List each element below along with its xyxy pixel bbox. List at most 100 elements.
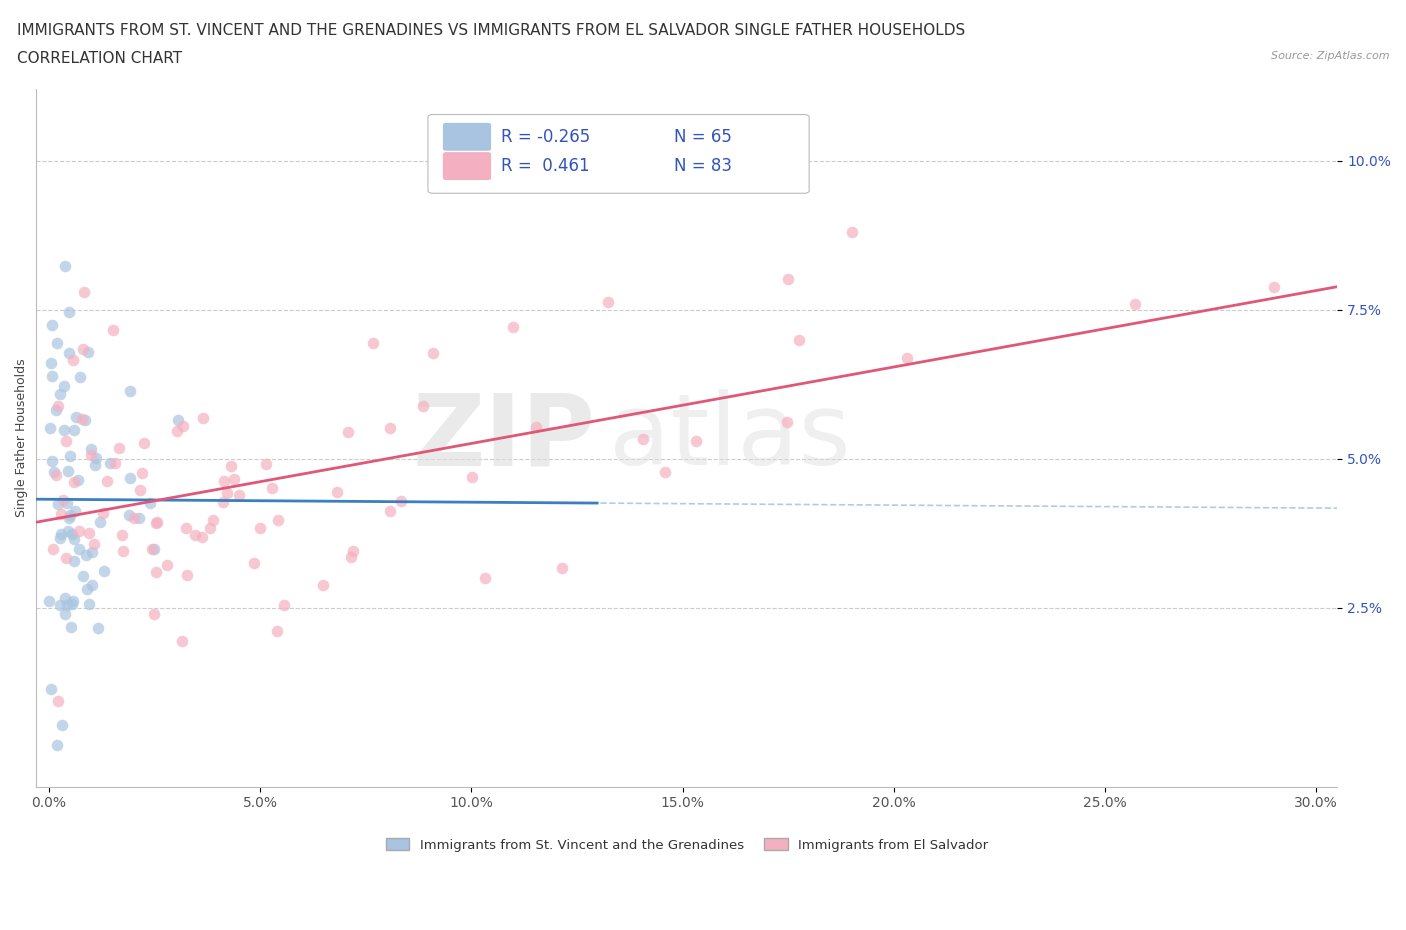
Point — [191, 411, 214, 426]
Point — [145, 516, 167, 531]
Point — [787, 333, 810, 348]
Point — [460, 470, 482, 485]
Point — [184, 528, 207, 543]
Point — [93, 564, 115, 578]
Point — [84, 451, 107, 466]
Point — [1263, 280, 1285, 295]
Point — [41, 318, 63, 333]
Point — [122, 511, 145, 525]
Point — [524, 419, 547, 434]
Point — [46, 694, 69, 709]
Point — [103, 323, 125, 338]
Point — [53, 259, 76, 273]
Point — [49, 507, 72, 522]
Point — [120, 471, 142, 485]
Point — [56, 495, 79, 510]
Point — [56, 463, 79, 478]
Point — [69, 370, 91, 385]
Y-axis label: Single Father Households: Single Father Households — [15, 359, 28, 517]
Point — [46, 497, 69, 512]
Point — [62, 474, 84, 489]
Point — [58, 305, 80, 320]
Point — [53, 591, 76, 605]
Point — [128, 483, 150, 498]
Point — [596, 294, 619, 309]
Point — [156, 558, 179, 573]
Point — [62, 597, 84, 612]
Point — [201, 512, 224, 527]
Point — [91, 505, 114, 520]
Point — [262, 481, 284, 496]
Point — [53, 606, 76, 621]
Point — [39, 682, 62, 697]
Point — [52, 492, 75, 507]
Point — [166, 423, 188, 438]
FancyBboxPatch shape — [443, 124, 491, 150]
Point — [1123, 297, 1146, 312]
Point — [266, 512, 288, 527]
Point — [211, 495, 233, 510]
FancyBboxPatch shape — [443, 153, 491, 179]
Point — [75, 548, 97, 563]
Text: R = -0.265: R = -0.265 — [501, 127, 591, 146]
Point — [58, 511, 80, 525]
Point — [45, 468, 67, 483]
Point — [311, 578, 333, 592]
Point — [59, 620, 82, 635]
Text: atlas: atlas — [609, 390, 851, 486]
Point — [80, 448, 103, 463]
Point — [174, 521, 197, 536]
Point — [46, 737, 69, 752]
Point — [412, 399, 434, 414]
Text: IMMIGRANTS FROM ST. VINCENT AND THE GRENADINES VS IMMIGRANTS FROM EL SALVADOR SI: IMMIGRANTS FROM ST. VINCENT AND THE GREN… — [17, 23, 965, 38]
Text: Source: ZipAtlas.com: Source: ZipAtlas.com — [1271, 51, 1389, 61]
Point — [45, 336, 67, 351]
Point — [67, 524, 90, 538]
Point — [198, 521, 221, 536]
Point — [51, 526, 73, 541]
Point — [118, 507, 141, 522]
Point — [266, 624, 288, 639]
Point — [75, 413, 97, 428]
Point — [56, 597, 79, 612]
Point — [170, 633, 193, 648]
Point — [841, 225, 863, 240]
Point — [222, 472, 245, 486]
Point — [128, 511, 150, 525]
Point — [254, 457, 277, 472]
Point — [51, 718, 73, 733]
Point — [339, 550, 361, 565]
Point — [361, 336, 384, 351]
Point — [143, 607, 166, 622]
Point — [41, 454, 63, 469]
Point — [41, 369, 63, 384]
Point — [83, 458, 105, 472]
Point — [66, 472, 89, 487]
Point — [63, 422, 86, 437]
Point — [141, 541, 163, 556]
Point — [242, 555, 264, 570]
Point — [474, 571, 496, 586]
Point — [63, 503, 86, 518]
Point — [219, 458, 242, 473]
Point — [551, 560, 574, 575]
Point — [273, 597, 295, 612]
Point — [65, 409, 87, 424]
Point — [55, 551, 77, 565]
Point — [62, 352, 84, 367]
Point — [139, 496, 162, 511]
Point — [56, 524, 79, 538]
Point — [52, 422, 75, 437]
Point — [176, 567, 198, 582]
Point — [380, 420, 402, 435]
Point — [42, 464, 65, 479]
Point — [389, 494, 412, 509]
Point — [76, 582, 98, 597]
Point — [118, 384, 141, 399]
Text: CORRELATION CHART: CORRELATION CHART — [17, 51, 181, 66]
Point — [778, 272, 800, 286]
Point — [67, 541, 90, 556]
Point — [73, 285, 96, 299]
Point — [249, 521, 271, 536]
Legend: Immigrants from St. Vincent and the Grenadines, Immigrants from El Salvador: Immigrants from St. Vincent and the Gren… — [380, 831, 995, 858]
